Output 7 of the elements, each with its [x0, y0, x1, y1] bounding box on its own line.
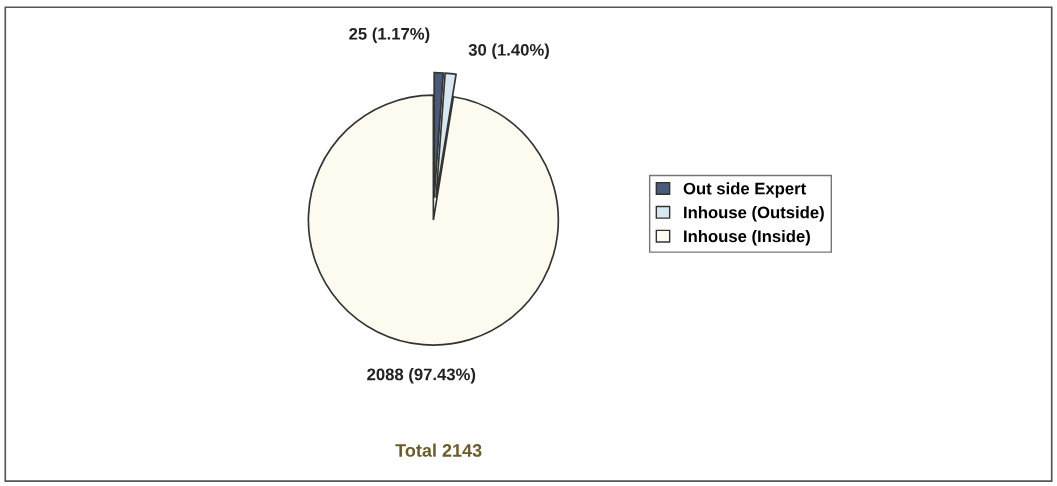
text: Total 2143: [395, 443, 482, 457]
data-label: 25 (1.17%): [349, 27, 430, 44]
legend-label: Inhouse (Outside): [684, 206, 824, 222]
legend-label: Out side Expert: [683, 182, 806, 198]
data-label: 2088 (97.43%): [367, 368, 476, 384]
data-label: 30 (1.40%): [468, 43, 549, 60]
legend-label: Inhouse (Inside): [684, 229, 810, 246]
